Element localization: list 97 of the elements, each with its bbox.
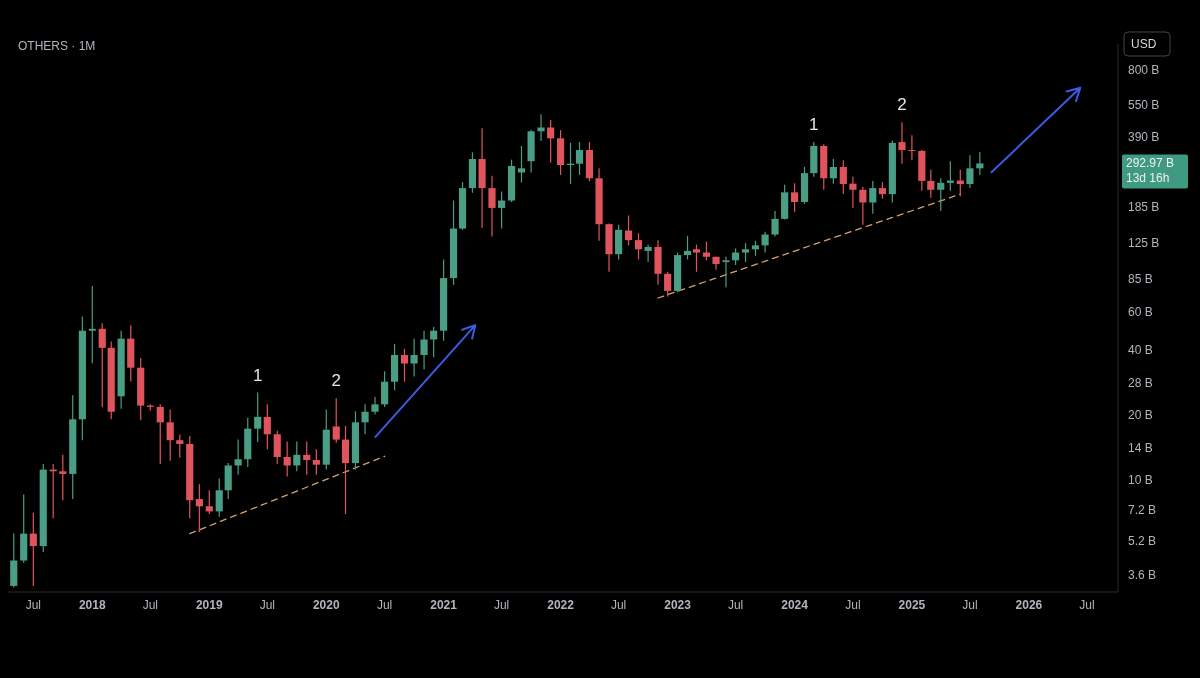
candlestick	[166, 408, 174, 462]
candlestick	[341, 425, 350, 515]
y-tick-label: 10 B	[1128, 472, 1153, 487]
candlestick	[303, 440, 311, 476]
candlestick	[927, 169, 935, 199]
x-tick-label: 2018	[78, 598, 106, 612]
chart-title: OTHERS · 1M	[18, 39, 96, 53]
y-tick-label: 14 B	[1128, 441, 1153, 456]
candlestick	[88, 285, 96, 364]
candlestick	[293, 440, 301, 472]
candlestick	[59, 454, 67, 501]
x-tick-label: 2024	[781, 598, 809, 612]
candlestick	[371, 396, 379, 416]
candlestick	[761, 231, 769, 254]
candlestick	[283, 440, 291, 478]
candlestick	[400, 348, 409, 383]
candlestick	[664, 271, 672, 298]
candlestick	[176, 434, 184, 459]
x-tick-label: Jul	[376, 598, 393, 612]
candlestick	[634, 232, 643, 260]
x-tick-label: 2022	[547, 598, 575, 612]
candlestick	[722, 256, 730, 288]
x-tick-label: Jul	[493, 598, 510, 612]
text: 13d 16h	[1126, 171, 1170, 186]
candlestick	[869, 180, 877, 215]
x-tick-label: Jul	[142, 598, 158, 612]
candlestick	[517, 145, 526, 184]
y-tick-label: 5.2 B	[1128, 533, 1157, 548]
x-tick-label: 2023	[664, 598, 692, 612]
y-tick-label: 125 B	[1128, 236, 1160, 251]
candlestick	[381, 370, 389, 408]
y-tick-label: 390 B	[1128, 129, 1160, 144]
y-tick-label: 40 B	[1128, 342, 1153, 357]
y-tick-label: 800 B	[1128, 62, 1160, 77]
candlestick	[898, 121, 906, 165]
candlestick	[156, 403, 164, 465]
text: 292.97 B	[1126, 156, 1175, 171]
y-tick-label: 85 B	[1128, 272, 1153, 287]
candlestick	[692, 244, 701, 273]
candlestick	[332, 397, 340, 444]
candlestick	[791, 182, 799, 213]
candlestick	[683, 235, 692, 260]
candlestick	[575, 141, 584, 176]
annotation: 2	[331, 371, 341, 391]
x-tick-label: Jul	[610, 598, 627, 612]
x-tick-label: 2019	[195, 598, 223, 612]
candlestick	[488, 175, 496, 238]
y-tick-label: 20 B	[1128, 407, 1153, 422]
candlestick	[195, 483, 203, 533]
x-tick-label: Jul	[845, 598, 861, 612]
annotation: 1	[252, 365, 263, 385]
candlestick	[254, 391, 262, 443]
annotation: 2	[897, 95, 907, 115]
candlestick	[547, 119, 555, 164]
candlestick	[859, 186, 867, 226]
y-tick-label: 185 B	[1128, 199, 1160, 214]
x-tick-label: Jul	[727, 598, 744, 612]
y-tick-label: 550 B	[1128, 97, 1160, 112]
candlestick	[361, 403, 369, 435]
x-tick-label: Jul	[1079, 598, 1095, 612]
candlestick	[976, 151, 984, 176]
text: USD	[1131, 37, 1157, 51]
candlestick	[215, 477, 223, 518]
candlestick	[908, 134, 916, 161]
candlestick	[498, 190, 506, 230]
candlestick	[702, 241, 711, 261]
x-tick-label: 2025	[898, 598, 926, 612]
candlestick	[98, 322, 106, 408]
annotation: 1	[809, 115, 819, 135]
y-tick-label: 28 B	[1128, 376, 1153, 391]
candlestick	[205, 489, 213, 515]
candlestick	[741, 242, 750, 263]
candlestick	[644, 244, 652, 263]
y-tick-label: 7.2 B	[1128, 503, 1157, 518]
x-tick-label: 2021	[430, 598, 458, 612]
candlestick	[966, 154, 974, 189]
candlestick	[263, 403, 271, 450]
x-tick-label: Jul	[962, 598, 978, 612]
candlestick	[312, 448, 320, 476]
candlestick	[410, 338, 418, 378]
x-tick-label: 2026	[1015, 598, 1043, 612]
candlestick	[430, 326, 438, 358]
candlestick	[273, 430, 281, 465]
y-tick-label: 60 B	[1128, 304, 1153, 319]
candlestick	[839, 159, 847, 195]
candlestick	[829, 158, 837, 185]
candlestick	[937, 177, 945, 212]
y-tick-label: 3.6 B	[1128, 568, 1157, 583]
x-tick-label: Jul	[259, 598, 275, 612]
candlestick	[624, 214, 633, 246]
x-tick-label: 2020	[312, 598, 340, 612]
candlestick	[771, 210, 779, 238]
candlestick	[234, 438, 242, 476]
candlestick	[420, 330, 428, 370]
candlestick	[849, 176, 857, 209]
candlestick	[29, 512, 37, 587]
x-tick-label: Jul	[25, 598, 41, 612]
